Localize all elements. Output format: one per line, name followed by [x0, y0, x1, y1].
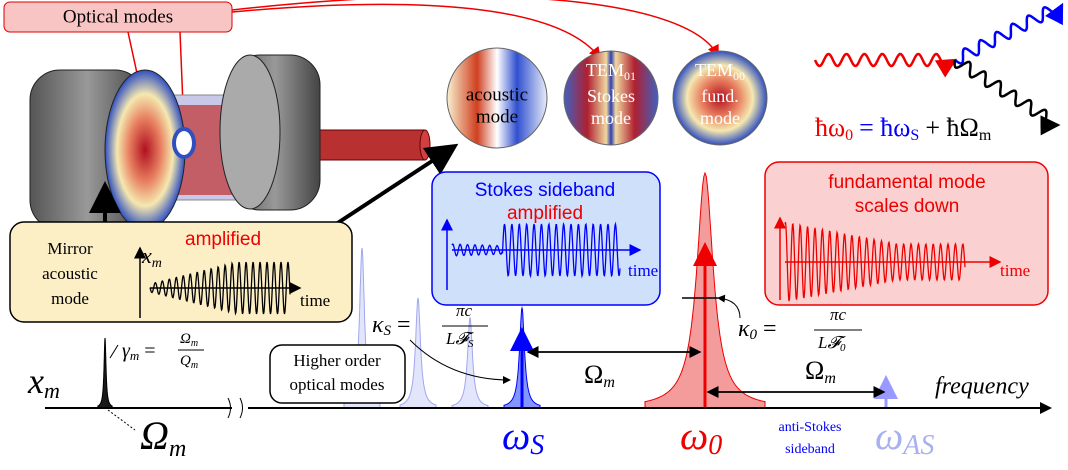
- var: ω: [875, 413, 903, 458]
- inset-title: Stokes sideband: [475, 180, 616, 201]
- sub: S: [530, 430, 544, 461]
- photons: [815, 5, 1062, 125]
- eq-part: + ħΩ: [925, 113, 979, 142]
- inset-title: scales down: [855, 196, 960, 217]
- eq: =: [757, 316, 777, 342]
- tag: amplified: [507, 203, 583, 224]
- sub: 0: [708, 430, 722, 461]
- sub: m: [191, 360, 198, 371]
- sub: m: [824, 370, 836, 387]
- kappa-0-lhs: κ0 =: [738, 316, 777, 344]
- pointer: [110, 345, 118, 358]
- eq-sub: m: [979, 127, 992, 144]
- tag: amplified: [185, 229, 261, 250]
- omega-0-label: ω0: [680, 413, 722, 461]
- eq: =: [139, 340, 155, 362]
- sub: 0: [840, 342, 846, 354]
- optical-modes-label: Optical modes: [63, 6, 173, 27]
- higher-order-label: optical modes: [290, 375, 385, 394]
- disc-label: mode: [591, 108, 631, 128]
- sub: AS: [901, 430, 934, 461]
- frequency-label: frequency: [935, 374, 1029, 400]
- inset-title: fundamental mode: [828, 172, 985, 193]
- inset-label: Mirror: [47, 239, 93, 258]
- higher-order-label: Higher order: [293, 351, 381, 370]
- var: Ω: [180, 331, 191, 347]
- omega-m-bottom: Ωm: [140, 413, 186, 461]
- inset-label: mode: [51, 289, 89, 308]
- time-label: time: [1000, 261, 1030, 280]
- disc-sub: 01: [624, 69, 636, 83]
- anti-stokes-label: anti-Stokes: [779, 420, 842, 435]
- figure: Optical modes acoustic mode TEM01 Stokes…: [0, 0, 1068, 470]
- peak: [98, 338, 112, 408]
- var: κ: [372, 312, 384, 338]
- arrow: [232, 4, 600, 58]
- gamma-lhs: γm =: [122, 340, 156, 363]
- omega-as-label: ωAS: [875, 413, 934, 461]
- eq-sub: S: [910, 127, 919, 144]
- omega-m-label: Ωm: [805, 356, 836, 387]
- disc-name: TEM: [586, 60, 624, 80]
- time-label: time: [300, 291, 330, 310]
- sub: m: [169, 436, 186, 462]
- axis-sub: m: [152, 256, 162, 271]
- disc-label: acoustic: [466, 84, 528, 105]
- var: κ: [738, 316, 750, 342]
- xm-label: xm: [27, 361, 60, 403]
- kappa-0-num: πc: [830, 305, 847, 324]
- eq-part: ħω: [815, 113, 845, 142]
- disc-name: TEM: [695, 60, 733, 80]
- sub: m: [130, 348, 139, 363]
- pointer: [718, 298, 740, 318]
- axis-arrow: [1040, 402, 1052, 414]
- var: ω: [680, 413, 708, 458]
- disc-sub: 00: [733, 69, 745, 83]
- anti-stokes-label: sideband: [785, 442, 835, 457]
- gamma-den: Qm: [180, 353, 198, 371]
- kappa-s-num: πc: [456, 301, 473, 320]
- kappa-s-lhs: κS =: [372, 312, 411, 340]
- sub: m: [44, 378, 60, 403]
- sub: S: [468, 338, 474, 350]
- sub: m: [191, 338, 198, 349]
- var: Ω: [805, 356, 824, 385]
- eq: =: [391, 312, 411, 338]
- axis-var: x: [141, 243, 152, 268]
- eq-part: = ħω: [859, 113, 910, 142]
- var: Ω: [584, 360, 603, 389]
- photon: [815, 54, 955, 66]
- pointer: [108, 410, 135, 430]
- axis-break: [228, 398, 243, 418]
- disc-label: Stokes: [587, 86, 635, 106]
- disc-label: fund.: [701, 86, 739, 106]
- sub: m: [603, 374, 615, 391]
- time-label: time: [628, 261, 658, 280]
- energy-equation: ħω0 = ħωS + ħΩm: [815, 113, 992, 144]
- eq-sub: 0: [845, 127, 853, 144]
- gamma-num: Ωm: [180, 331, 198, 349]
- omega-m-label: Ωm: [584, 360, 615, 391]
- var: Ω: [140, 413, 169, 458]
- disc-label: mode: [700, 108, 740, 128]
- var: Q: [180, 353, 191, 369]
- photon: [955, 5, 1062, 63]
- omega-s-label: ωS: [502, 413, 544, 461]
- disc-label: mode: [476, 106, 518, 127]
- kappa-0-den: L𝓕0: [817, 333, 846, 354]
- var: x: [27, 361, 44, 401]
- inset-label: acoustic: [42, 264, 98, 283]
- var: ω: [502, 413, 530, 458]
